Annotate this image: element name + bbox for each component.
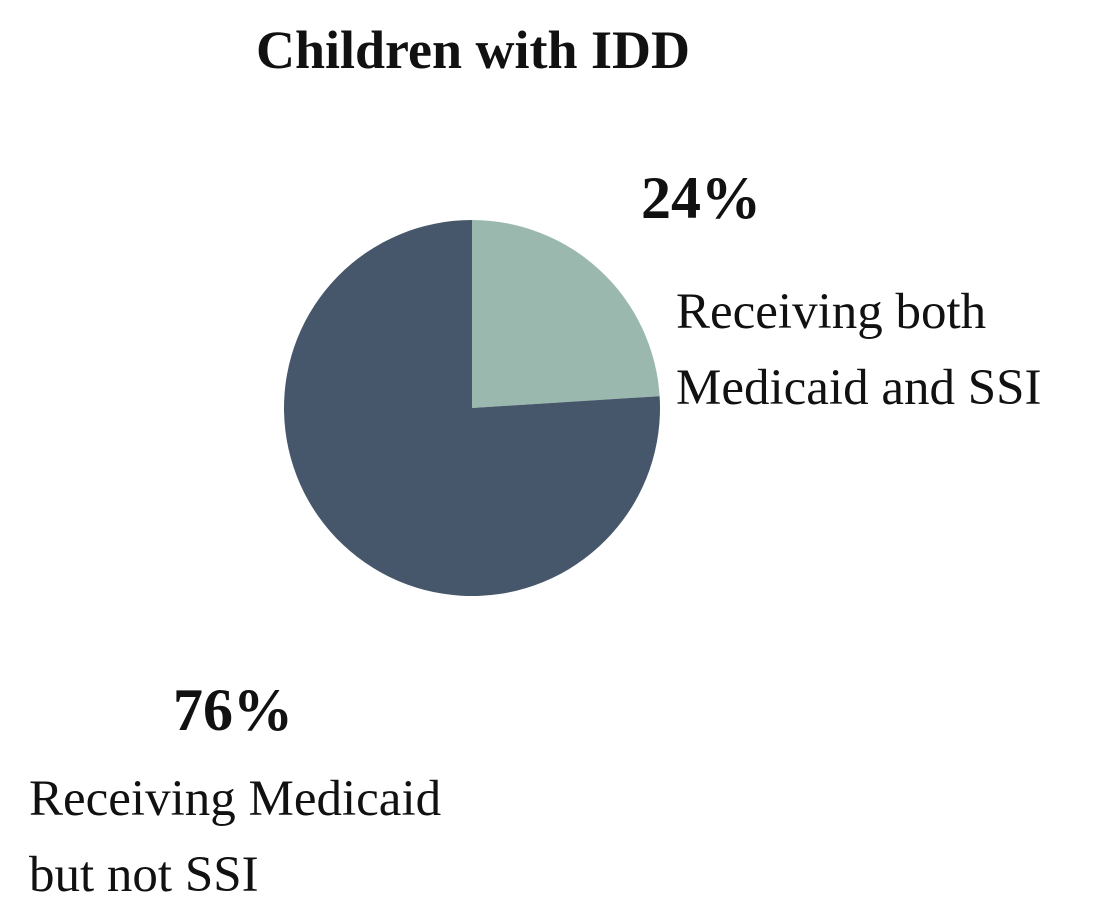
slice-label-medicaid-not-ssi-line-2: but not SSI: [29, 847, 259, 900]
chart-title: Children with IDD: [255, 20, 691, 80]
slice-label-medicaid-and-ssi-line-1: Receiving both: [676, 284, 987, 340]
slice-value-label-medicaid-and-ssi: 24%: [641, 165, 761, 231]
pie-slice-medicaid-not-ssi: [284, 220, 660, 596]
slice-label-medicaid-and-ssi-line-2: Medicaid and SSI: [676, 360, 1042, 416]
pie-slice-medicaid-and-ssi: [472, 220, 660, 408]
slice-value-label-medicaid-not-ssi: 76%: [173, 677, 293, 743]
slice-label-medicaid-not-ssi-line-1: Receiving Medicaid: [29, 771, 442, 827]
